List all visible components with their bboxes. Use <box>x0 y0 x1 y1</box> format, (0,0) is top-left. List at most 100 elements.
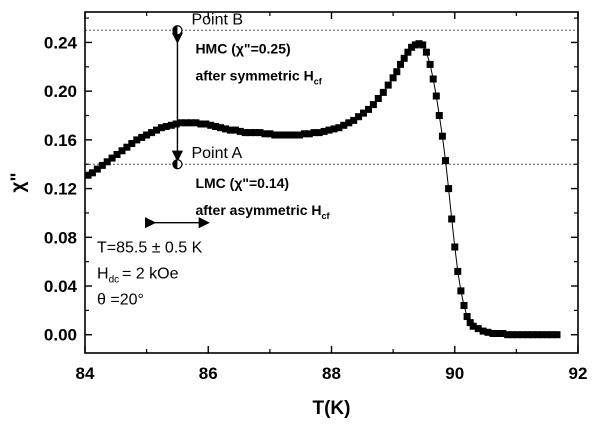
data-point <box>350 116 358 124</box>
data-point <box>411 41 419 49</box>
data-point <box>88 169 96 177</box>
data-point <box>509 331 517 339</box>
lmc-label: LMC (χ"=0.14) <box>195 175 289 191</box>
data-point <box>266 130 274 138</box>
point-a-marker <box>172 159 183 170</box>
data-point <box>148 129 156 137</box>
data-point <box>335 124 343 132</box>
hmc-label: HMC (χ"=0.25) <box>195 40 290 56</box>
data-point <box>123 143 131 151</box>
angle-condition: θ =20° <box>97 292 144 309</box>
y-tick-label: 0.24 <box>44 33 78 52</box>
data-point <box>514 331 522 339</box>
data-point <box>419 41 427 49</box>
data-point <box>192 119 200 127</box>
data-point <box>256 129 264 137</box>
data-point <box>286 131 294 139</box>
data-point <box>408 43 416 51</box>
data-point <box>479 327 487 335</box>
data-point <box>325 126 333 134</box>
x-tick-label: 90 <box>445 364 464 383</box>
data-point <box>432 92 440 100</box>
data-point <box>167 121 175 129</box>
data-point <box>340 121 348 129</box>
data-point <box>553 331 561 339</box>
data-point <box>300 130 308 138</box>
data-point <box>157 124 165 132</box>
data-point <box>448 215 456 223</box>
x-tick-label: 84 <box>76 364 95 383</box>
y-tick-label: 0.20 <box>44 82 77 101</box>
data-point <box>469 322 477 330</box>
data-point <box>187 119 195 127</box>
hmc-condition: after symmetric Hcf <box>195 67 322 86</box>
data-point <box>360 109 367 117</box>
data-point <box>389 74 397 82</box>
data-point <box>305 130 313 138</box>
data-point <box>528 331 536 339</box>
point-a-label: Point A <box>191 145 242 162</box>
data-point <box>484 328 492 336</box>
data-point <box>466 319 474 327</box>
data-line <box>87 43 557 336</box>
data-point <box>108 154 116 162</box>
y-tick-label: 0.08 <box>44 228 77 247</box>
x-axis-title: T(K) <box>313 398 351 419</box>
data-point <box>445 185 453 193</box>
data-point <box>393 68 401 76</box>
data-point <box>524 331 531 339</box>
data-point <box>84 171 92 179</box>
data-point <box>128 140 136 147</box>
data-point <box>197 120 205 128</box>
data-point <box>251 129 259 137</box>
data-point <box>276 131 284 139</box>
data-point <box>442 157 449 165</box>
data-point <box>271 131 279 139</box>
data-point <box>113 151 121 158</box>
data-point <box>365 105 372 113</box>
data-point <box>143 131 151 139</box>
data-point <box>212 123 220 130</box>
data-point <box>182 119 190 127</box>
data-point <box>296 131 303 139</box>
data-point <box>415 40 423 48</box>
data-point <box>494 330 502 337</box>
data-point <box>463 313 471 320</box>
data-point <box>451 243 459 251</box>
point-b-marker <box>172 25 183 36</box>
data-point <box>246 129 254 137</box>
data-point <box>379 88 387 96</box>
x-tick-label: 86 <box>199 364 218 383</box>
data-point <box>384 81 392 89</box>
data-point <box>345 119 353 127</box>
y-tick-label: 0.16 <box>44 131 77 150</box>
data-point <box>98 161 106 169</box>
data-point <box>291 131 298 139</box>
field-condition-label: Hdc <box>97 266 119 286</box>
y-axis-title: χ" <box>8 173 29 193</box>
data-point <box>519 331 526 339</box>
data-point <box>118 147 126 155</box>
point-b-label: Point B <box>191 11 243 28</box>
data-point <box>489 330 497 337</box>
data-point <box>426 60 434 68</box>
data-point <box>438 132 446 140</box>
data-point <box>310 129 318 137</box>
data-point <box>504 331 512 339</box>
data-point <box>103 158 111 166</box>
data-point <box>429 75 437 83</box>
data-point <box>236 127 244 135</box>
data-point <box>369 101 377 109</box>
data-point <box>330 125 338 133</box>
data-point <box>474 325 482 333</box>
temperature-condition: T=85.5 ± 0.5 K <box>97 240 203 257</box>
data-point <box>217 124 225 132</box>
data-point <box>226 126 234 134</box>
data-point <box>499 330 507 337</box>
x-tick-label: 88 <box>322 364 341 383</box>
data-point <box>454 267 462 275</box>
data-point <box>400 54 408 62</box>
data-point <box>133 136 141 144</box>
